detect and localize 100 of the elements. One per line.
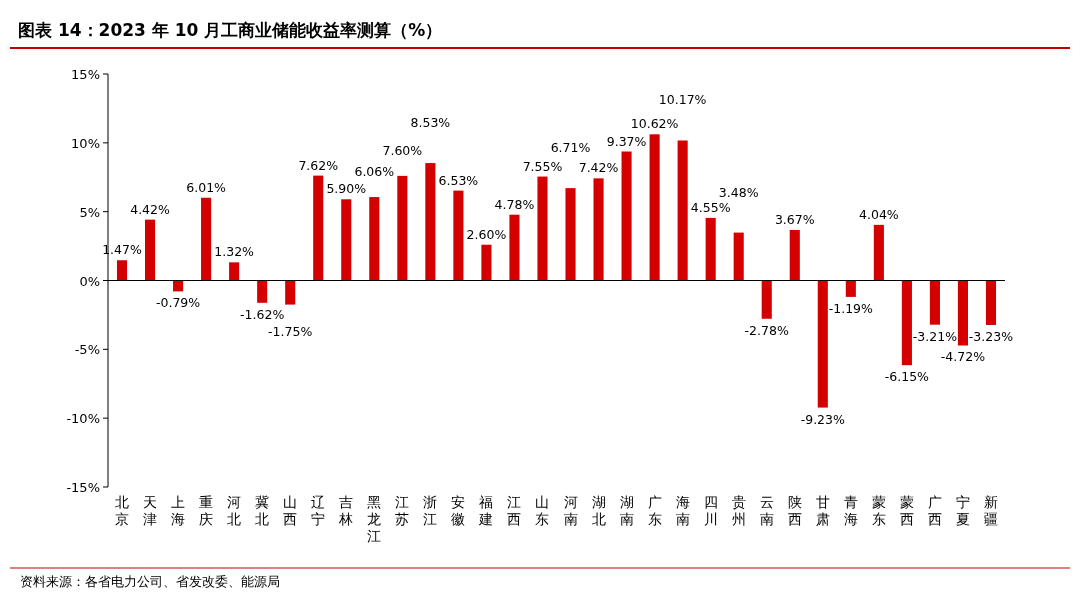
bar	[201, 197, 212, 281]
x-tick-label: 重庆	[199, 494, 214, 527]
text: 资料来源：各省电力公司、省发改委、能源局	[20, 574, 280, 589]
bar	[901, 280, 912, 366]
x-tick-label: 海南	[675, 494, 690, 527]
bar	[369, 197, 380, 281]
data-label: 4.04%	[859, 206, 899, 222]
x-tick-label: 福建	[478, 494, 494, 527]
bar	[593, 178, 604, 281]
y-tick-label: 0%	[79, 273, 100, 289]
data-label: 7.42%	[578, 160, 619, 176]
x-tick-label: 河北	[227, 494, 242, 527]
x-tick-label: 宁夏	[955, 494, 970, 527]
bar	[453, 190, 464, 281]
data-label: 4.55%	[690, 199, 731, 215]
x-tick-label: 天津	[143, 494, 158, 527]
x-tick-label: 辽宁	[311, 494, 326, 527]
bar	[817, 280, 828, 408]
data-label: 7.55%	[522, 158, 563, 174]
data-label: 6.71%	[550, 140, 591, 156]
x-tick-label: 河南	[563, 494, 578, 527]
bar	[397, 175, 408, 281]
x-tick-label: 蒙西	[899, 494, 914, 527]
data-label: -1.19%	[828, 300, 874, 316]
bar	[313, 175, 324, 281]
bar	[677, 140, 688, 281]
x-tick-label: 冀北	[255, 494, 270, 527]
data-label: 3.48%	[718, 184, 759, 200]
x-tick-label: 四川	[703, 494, 718, 527]
x-tick-label: 安徽	[451, 494, 466, 527]
bar	[789, 229, 800, 281]
x-tick-label: 湖南	[619, 494, 634, 527]
x-tick-label: 甘肃	[815, 494, 830, 527]
data-label: 10.17%	[658, 92, 707, 108]
x-tick-label: 吉林	[338, 494, 354, 527]
x-tick-label: 湖北	[591, 494, 606, 527]
data-label: 2.60%	[466, 226, 507, 242]
data-label: 6.06%	[354, 164, 395, 180]
data-label: -2.78%	[744, 322, 789, 338]
x-tick-label: 广东	[647, 494, 662, 527]
data-label: -6.15%	[884, 369, 930, 385]
data-label: 3.67%	[774, 211, 815, 227]
x-tick-label: 山西	[283, 494, 298, 527]
x-tick-label: 黑龙江	[367, 494, 382, 544]
data-label: 10.62%	[630, 116, 679, 132]
bar	[537, 176, 548, 281]
y-tick-label: -10%	[66, 411, 100, 427]
data-label: 7.62%	[298, 157, 339, 173]
data-label: 1.47%	[102, 242, 142, 258]
x-tick-label: 江西	[507, 494, 522, 527]
bar	[845, 280, 856, 297]
bar	[173, 280, 184, 292]
bar	[425, 163, 436, 281]
data-label: -4.72%	[940, 349, 986, 365]
data-label: -0.79%	[155, 295, 201, 311]
x-tick-label: 新疆	[983, 494, 998, 527]
bar	[285, 280, 296, 305]
y-tick-label: 5%	[79, 204, 100, 220]
x-tick-label: 浙江	[423, 494, 438, 527]
data-label: 6.53%	[438, 172, 479, 188]
y-tick-label: 10%	[71, 135, 100, 151]
x-tick-label: 北京	[115, 494, 130, 527]
bar	[929, 280, 940, 325]
bar	[761, 280, 772, 319]
data-label: 5.90%	[326, 181, 367, 197]
data-label: -9.23%	[800, 411, 846, 427]
data-label: -3.23%	[968, 328, 1014, 344]
bar	[229, 262, 240, 281]
data-label: 9.37%	[606, 133, 647, 149]
data-label: -1.75%	[268, 323, 313, 339]
x-tick-label: 山东	[535, 494, 550, 527]
data-label: 8.53%	[410, 115, 451, 131]
y-tick-label: -5%	[74, 342, 100, 358]
bar	[145, 219, 156, 281]
data-label: 6.01%	[186, 179, 227, 195]
y-tick-label: -15%	[66, 480, 100, 495]
x-tick-label: 青海	[843, 494, 858, 527]
x-tick-label: 陕西	[787, 494, 802, 527]
bar	[873, 224, 884, 281]
bar	[341, 199, 352, 281]
data-label: 1.32%	[214, 244, 255, 260]
x-tick-label: 蒙东	[871, 494, 886, 527]
x-tick-label: 云南	[759, 494, 774, 527]
bar	[116, 260, 128, 281]
bar	[705, 217, 716, 281]
data-label: -3.21%	[912, 328, 958, 344]
data-label: 7.60%	[382, 142, 423, 158]
bar	[621, 151, 632, 281]
bar	[257, 280, 268, 303]
bar	[649, 134, 660, 281]
bar	[565, 188, 576, 281]
bar	[509, 214, 520, 281]
chart-title: 图表 14：2023 年 10 月工商业储能收益率测算（%）	[18, 20, 443, 40]
data-label: 4.42%	[130, 201, 171, 217]
data-label: 4.78%	[494, 196, 535, 212]
y-tick-label: 15%	[71, 67, 100, 82]
bar	[957, 280, 968, 346]
bar	[985, 280, 997, 325]
x-tick-label: 江苏	[395, 494, 410, 527]
x-tick-label: 广西	[927, 494, 942, 527]
